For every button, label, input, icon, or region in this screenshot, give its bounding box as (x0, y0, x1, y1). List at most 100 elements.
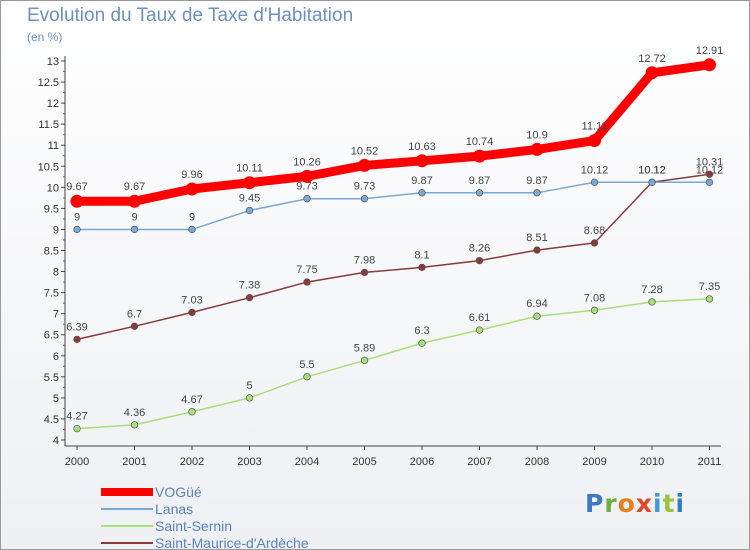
x-tick-label: 2010 (640, 456, 664, 468)
data-point (303, 373, 311, 381)
data-point (243, 176, 256, 190)
data-label: 10.74 (466, 136, 494, 148)
data-point (130, 421, 139, 429)
y-tick-label: 9 (53, 224, 59, 236)
data-label: 4.67 (181, 394, 202, 406)
data-point (73, 335, 81, 344)
data-label: 7.38 (239, 280, 260, 292)
data-label: 12.91 (696, 45, 724, 57)
x-tick-label: 2000 (65, 456, 89, 468)
data-point (130, 322, 139, 330)
series-line (76, 181, 711, 231)
series-3: 6.396.77.037.387.757.98 8.18.268.518.6810… (66, 156, 724, 344)
data-label: 9.87 (411, 175, 432, 187)
legend-swatch (101, 525, 153, 527)
legend-label: VOGüé (155, 484, 202, 500)
data-label: 7.98 (354, 254, 375, 266)
data-label: 10.11 (236, 163, 263, 175)
data-point (645, 66, 659, 80)
data-label: 9 (131, 211, 137, 223)
data-label: 8.68 (584, 225, 605, 237)
data-label: 6.94 (526, 298, 547, 310)
data-label: 9.87 (526, 175, 547, 187)
series-0: 9.67 9.67 9.96 10.11 10.26 10.52 10.63 10.74 10.… (66, 45, 723, 208)
data-point (130, 225, 139, 234)
series-line (72, 60, 714, 206)
data-point (533, 246, 541, 254)
data-point (70, 194, 84, 208)
data-label: 7.28 (641, 284, 662, 296)
series-line (76, 173, 711, 341)
data-point (530, 142, 544, 156)
legend-swatch (101, 542, 153, 544)
data-label: 9.73 (296, 181, 317, 193)
data-point (358, 158, 371, 172)
data-label: 9.73 (354, 181, 375, 193)
series-2: 4.27 4.36 4.67 5 5.5 5.89 6.3 6.61 6.94 7.08 7.28 7… (66, 281, 720, 433)
data-point (245, 394, 254, 402)
data-label: 6.61 (469, 312, 490, 324)
proxiti-logo: Proxiti (585, 489, 686, 518)
data-point (73, 424, 81, 433)
y-tick-label: 4.5 (44, 414, 59, 426)
data-point (705, 295, 714, 303)
data-label: 11.11 (582, 121, 608, 133)
data-label: 9.45 (239, 192, 260, 204)
y-tick-label: 8.5 (44, 246, 59, 258)
y-tick-label: 8 (53, 267, 59, 279)
data-label: 9 (74, 211, 80, 223)
data-label: 10.31 (696, 156, 724, 168)
x-tick-label: 2003 (237, 456, 261, 468)
chart-unit-label: (en %) (27, 30, 63, 44)
data-label: 10.63 (408, 141, 436, 153)
data-label: 5.5 (299, 359, 314, 371)
data-point (590, 239, 599, 247)
data-point (128, 194, 141, 208)
data-point (533, 189, 541, 197)
data-point (303, 195, 311, 203)
data-point (245, 294, 254, 302)
data-label: 4.36 (124, 407, 145, 419)
x-tick-label: 2004 (295, 456, 319, 468)
series-line (76, 298, 711, 430)
data-label: 7.08 (584, 292, 605, 304)
data-point (415, 154, 429, 168)
data-label: 7.35 (699, 281, 720, 293)
data-point (475, 189, 484, 197)
data-point (360, 268, 369, 277)
data-label: 9.67 (124, 181, 145, 193)
y-tick-label: 12.5 (38, 77, 59, 89)
data-label: 10.12 (638, 164, 666, 176)
data-point (648, 298, 656, 306)
x-tick-label: 2006 (410, 456, 434, 468)
x-tick-label: 2005 (352, 456, 376, 468)
data-point (418, 263, 426, 271)
legend-label: Saint-Maurice-d'Ardèche (155, 535, 309, 550)
data-label: 8.26 (469, 243, 490, 255)
y-tick-label: 12 (47, 98, 59, 110)
data-label: 8.1 (414, 249, 429, 261)
data-point (705, 170, 714, 178)
data-point (703, 58, 716, 72)
data-label: 4.27 (66, 411, 87, 423)
legend-label: Lanas (155, 501, 194, 517)
data-label: 6.7 (127, 308, 142, 320)
data-point (188, 408, 196, 416)
data-point (418, 189, 426, 197)
data-label: 12.72 (638, 53, 666, 65)
y-tick-label: 5.5 (44, 372, 59, 384)
data-point (588, 134, 601, 148)
data-point (475, 256, 484, 265)
data-point (533, 312, 541, 320)
data-point (73, 225, 81, 234)
data-label: 9.96 (181, 169, 202, 181)
legend-label: Saint-Sernin (155, 518, 233, 534)
data-point (590, 306, 599, 314)
data-point (360, 195, 369, 203)
y-tick-label: 5 (53, 393, 59, 405)
data-point (590, 178, 599, 186)
data-label: 9.67 (66, 181, 87, 193)
legend-swatch (101, 508, 153, 510)
